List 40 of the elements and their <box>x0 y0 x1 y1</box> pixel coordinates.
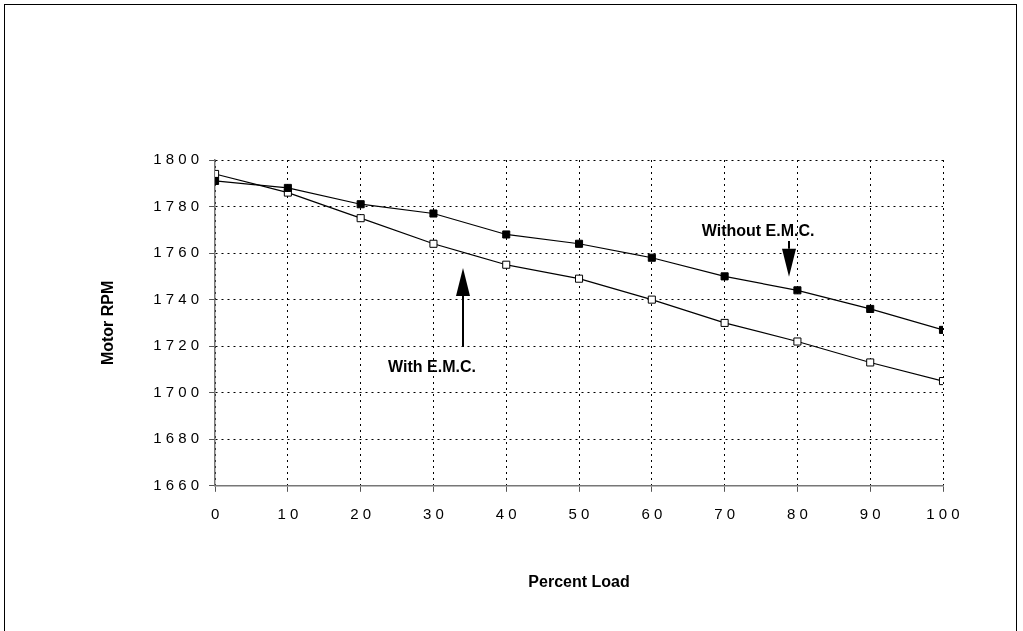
x-tick-label: 1 0 <box>277 504 299 522</box>
x-axis-title: Percent Load <box>528 572 630 590</box>
x-tick-label: 5 0 <box>568 504 590 522</box>
x-tick-label: 4 0 <box>495 504 517 522</box>
point <box>866 304 875 313</box>
y-axis-title: Motor RPM <box>99 280 117 366</box>
y-tick-label: 1 6 6 0 <box>153 475 200 493</box>
x-tick-label: 8 0 <box>786 504 808 522</box>
point <box>720 272 729 281</box>
annotation: With E.M.C. <box>388 357 476 375</box>
x-tick-label: 6 0 <box>641 504 663 522</box>
point <box>866 358 875 367</box>
y-tick-label: 1 8 0 0 <box>153 150 200 168</box>
point <box>502 260 511 269</box>
point <box>647 295 656 304</box>
point <box>429 209 438 218</box>
y-tick-label: 1 7 0 0 <box>153 382 200 400</box>
point <box>283 183 292 192</box>
point <box>647 253 656 262</box>
x-tick-label: 7 0 <box>714 504 736 522</box>
x-tick-label: 0 <box>210 504 220 522</box>
point <box>575 239 584 248</box>
x-tick-label: 9 0 <box>859 504 881 522</box>
point <box>793 337 802 346</box>
x-tick-label: 1 0 0 <box>926 504 960 522</box>
y-tick-label: 1 7 4 0 <box>153 289 200 307</box>
point <box>356 214 365 223</box>
y-tick-label: 1 7 8 0 <box>153 196 200 214</box>
x-tick-label: 2 0 <box>350 504 372 522</box>
point <box>575 274 584 283</box>
annotation: Without E.M.C. <box>701 222 815 240</box>
x-tick-label: 3 0 <box>423 504 444 522</box>
point <box>356 200 365 209</box>
y-tick-label: 1 6 8 0 <box>153 429 200 447</box>
y-tick-label: 1 7 6 0 <box>153 243 200 261</box>
y-tick-label: 1 7 2 0 <box>153 336 200 354</box>
point <box>793 286 802 295</box>
point <box>502 230 511 239</box>
point <box>429 239 438 248</box>
point <box>720 318 729 327</box>
